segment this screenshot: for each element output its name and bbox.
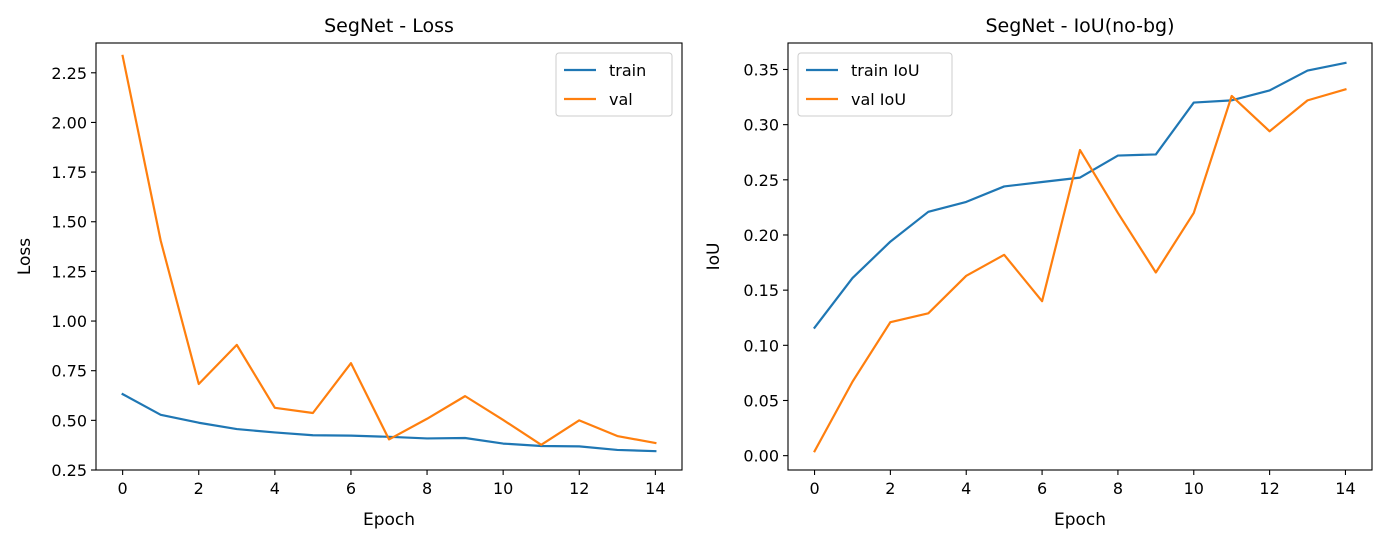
y-tick-label: 2.00 xyxy=(51,113,87,132)
y-tick-label: 0.05 xyxy=(743,391,779,410)
x-tick-label: 6 xyxy=(1037,479,1047,498)
legend-box xyxy=(797,52,953,117)
x-axis-label: Epoch xyxy=(1054,510,1106,530)
legend-label: val xyxy=(609,90,633,109)
y-tick-label: 0.75 xyxy=(51,362,87,381)
y-axis-label: IoU xyxy=(704,243,724,271)
legend-label: train IoU xyxy=(851,61,920,80)
x-tick-label: 2 xyxy=(194,479,204,498)
series-line-train xyxy=(121,392,657,453)
y-tick-label: 0.30 xyxy=(743,116,779,135)
x-tick-label: 0 xyxy=(118,479,128,498)
x-tick-label: 0 xyxy=(809,479,819,498)
y-tick-label: 0.20 xyxy=(743,226,779,245)
y-tick-label: 2.25 xyxy=(51,64,87,83)
x-tick-label: 8 xyxy=(422,479,432,498)
plot-frame xyxy=(95,42,683,471)
x-tick-label: 14 xyxy=(645,479,665,498)
y-tick-label: 0.25 xyxy=(51,461,87,480)
y-tick-label: 0.15 xyxy=(743,281,779,300)
y-tick-label: 0.35 xyxy=(743,60,779,79)
x-tick-label: 2 xyxy=(885,479,895,498)
y-tick-label: 0.00 xyxy=(743,447,779,466)
y-axis-label: Loss xyxy=(15,238,35,275)
plot-frame xyxy=(787,42,1373,471)
y-tick-label: 1.50 xyxy=(51,213,87,232)
iou-chart: SegNet - IoU(no-bg) 0 2 4 6 8 10 12 14 0.00 0.05 0.… xyxy=(704,15,1373,530)
series-line-val-iou xyxy=(813,87,1347,453)
x-tick-label: 4 xyxy=(961,479,971,498)
x-tick-label: 10 xyxy=(493,479,513,498)
x-tick-label: 12 xyxy=(1259,479,1279,498)
y-tick-label: 0.10 xyxy=(743,336,779,355)
x-tick-label: 8 xyxy=(1113,479,1123,498)
x-tick-label: 14 xyxy=(1335,479,1355,498)
x-tick-label: 10 xyxy=(1184,479,1204,498)
legend-box xyxy=(555,52,673,117)
chart-title: SegNet - Loss xyxy=(324,15,454,37)
legend-label: train xyxy=(609,61,646,80)
x-tick-label: 12 xyxy=(569,479,589,498)
y-tick-label: 1.25 xyxy=(51,262,87,281)
y-tick-label: 0.50 xyxy=(51,411,87,430)
x-tick-label: 4 xyxy=(270,479,280,498)
x-tick-label: 6 xyxy=(346,479,356,498)
legend-label: val IoU xyxy=(851,90,906,109)
chart-title: SegNet - IoU(no-bg) xyxy=(985,15,1174,37)
series-line-train-iou xyxy=(813,61,1347,330)
y-tick-label: 0.25 xyxy=(743,171,779,190)
y-tick-label: 1.00 xyxy=(51,312,87,331)
loss-chart: SegNet - Loss 0 2 4 6 8 10 12 14 0.25 0.50 0.75 1.00… xyxy=(15,15,683,530)
series-line-val xyxy=(121,54,657,446)
x-axis-label: Epoch xyxy=(363,510,415,530)
y-tick-label: 1.75 xyxy=(51,163,87,182)
